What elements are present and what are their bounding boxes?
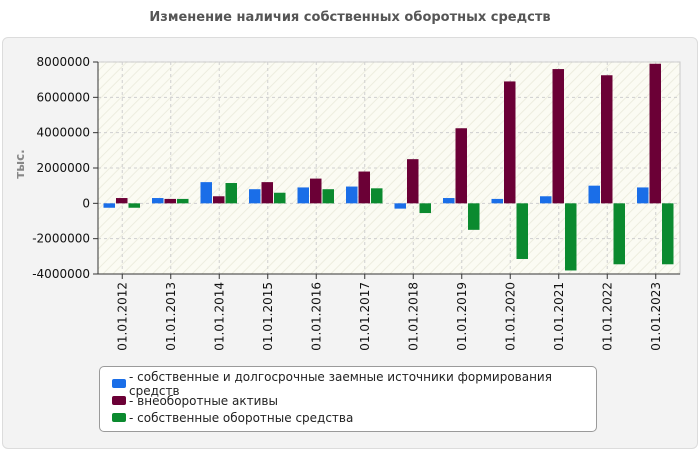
bar: [504, 81, 516, 204]
bar: [322, 189, 334, 204]
bar: [552, 69, 564, 204]
bar: [116, 198, 128, 204]
legend-item: - внеоборотные активы: [112, 392, 596, 409]
y-tick-label: 0: [82, 196, 90, 210]
x-tick-label: 01.01.2015: [261, 282, 275, 351]
y-tick-label: 4000000: [37, 126, 90, 140]
bar: [128, 203, 140, 208]
bar: [407, 159, 419, 204]
bar: [419, 203, 431, 214]
bar: [274, 192, 286, 204]
x-tick-label: 01.01.2019: [455, 282, 469, 351]
bar: [455, 128, 467, 204]
bar: [103, 203, 115, 208]
bar: [588, 185, 600, 204]
x-tick-label: 01.01.2016: [309, 282, 323, 351]
legend-label: - собственные оборотные средства: [129, 410, 354, 425]
x-tick-label: 01.01.2023: [649, 282, 663, 351]
bar: [177, 198, 189, 204]
bar: [225, 183, 237, 204]
bar: [310, 178, 322, 204]
x-tick-label: 01.01.2022: [600, 282, 614, 351]
x-tick-label: 01.01.2020: [503, 282, 517, 351]
x-tick-label: 01.01.2014: [212, 282, 226, 351]
y-tick-label: 2000000: [37, 161, 90, 175]
y-axis-label: тыс.: [13, 149, 27, 178]
legend: - собственные и долгосрочные заемные ист…: [99, 366, 597, 432]
bar: [213, 196, 225, 204]
bar: [358, 171, 370, 204]
bar: [662, 203, 674, 265]
x-tick-label: 01.01.2021: [552, 282, 566, 351]
legend-swatch: [112, 396, 126, 405]
bar: [152, 198, 164, 204]
bar: [565, 203, 577, 271]
bar: [491, 198, 503, 204]
x-tick-label: 01.01.2017: [358, 282, 372, 351]
legend-label: - собственные и долгосрочные заемные ист…: [129, 369, 552, 398]
bar: [443, 198, 455, 204]
y-tick-label: -4000000: [32, 267, 90, 281]
bar: [613, 203, 625, 265]
y-tick-label: 6000000: [37, 90, 90, 104]
bar: [637, 187, 649, 204]
bar: [394, 203, 406, 209]
bar: [200, 182, 212, 204]
legend-item: - собственные и долгосрочные заемные ист…: [112, 370, 596, 398]
x-tick-label: 01.01.2012: [115, 282, 129, 351]
x-tick-label: 01.01.2013: [164, 282, 178, 351]
bar: [371, 188, 383, 204]
bar: [516, 203, 528, 259]
chart-title: Изменение наличия собственных оборотных …: [149, 10, 551, 25]
bar: [601, 75, 613, 204]
bar: [346, 186, 358, 204]
y-tick-label: 8000000: [37, 55, 90, 69]
bar: [164, 198, 176, 204]
legend-label: - внеоборотные активы: [129, 393, 278, 408]
bar: [297, 187, 309, 204]
bar: [649, 63, 661, 204]
bar: [249, 189, 261, 204]
y-tick-label: -2000000: [32, 232, 90, 246]
legend-swatch: [112, 413, 126, 422]
legend-swatch: [112, 379, 126, 388]
bar: [261, 182, 273, 204]
x-tick-label: 01.01.2018: [406, 282, 420, 351]
legend-item: - собственные оборотные средства: [112, 409, 596, 426]
bar: [540, 196, 552, 204]
bar: [468, 203, 480, 230]
